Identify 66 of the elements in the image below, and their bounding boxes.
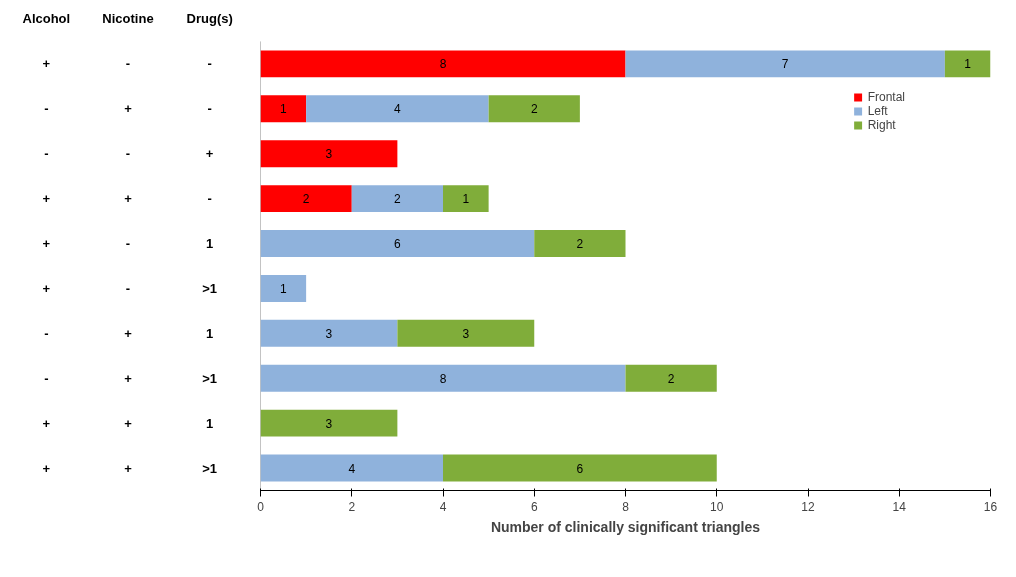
bar [260,185,352,213]
x-tick-label: 16 [983,499,998,514]
bar [351,185,443,213]
data-label: 2 [667,371,675,386]
bar [534,230,626,257]
bar [625,50,945,78]
x-tick-label: 12 [801,499,815,514]
category-label: + + 1 [42,415,214,431]
text: Nicotine [102,11,154,27]
category-label: - + - [44,101,212,117]
category-label: - - + [44,146,214,162]
bar [260,364,626,392]
data-label: 1 [279,102,287,117]
data-label: 3 [325,147,333,162]
bar [260,274,307,302]
data-label: 2 [302,192,310,207]
bar [260,230,535,257]
data-label: 8 [439,371,447,386]
x-axis-title: Number of clinically significant triangles [490,518,761,535]
x-tick-label: 6 [530,499,538,514]
data-label: 6 [394,237,402,252]
bar [443,454,717,482]
category-label: - + 1 [44,325,214,341]
category-label: + - >1 [42,280,218,296]
bar [260,140,398,168]
x-tick-label: 8 [622,499,630,514]
bar [397,319,535,347]
data-label: 1 [964,57,972,72]
text: Alcohol [22,11,71,27]
data-label: 2 [394,192,402,207]
data-label: 4 [394,102,402,117]
bar [944,50,991,78]
x-tick-label: 14 [892,499,907,514]
data-label: 3 [325,416,333,431]
x-tick-label: 0 [257,499,265,514]
bar [260,50,626,78]
data-label: 7 [781,57,789,72]
data-label: 3 [325,326,333,341]
x-tick-label: 4 [439,499,447,514]
data-label: 4 [348,461,356,476]
x-tick-label: 2 [348,499,356,514]
data-label: 2 [576,237,584,252]
bar [260,409,398,437]
category-label: - + >1 [44,370,218,386]
bar [306,95,489,123]
legend-label: Frontal [867,90,905,104]
data-label: 8 [439,57,447,72]
bar [260,95,307,123]
legend-label: Left [867,104,888,118]
bar [625,364,717,392]
data-label: 6 [576,461,584,476]
category-label: + - 1 [42,236,214,252]
category-label: + + >1 [42,460,218,476]
category-label: + + - [42,191,212,207]
data-label: 1 [279,281,287,296]
category-label: + - - [42,56,212,72]
data-label: 2 [530,102,538,117]
data-label: 1 [462,192,470,207]
data-label: 3 [462,326,470,341]
text: Drug(s) [186,11,233,27]
bar [488,95,580,123]
bar [260,454,443,482]
legend-label: Right [867,118,896,132]
x-tick-label: 10 [710,499,724,514]
bar [260,319,398,347]
bar [443,185,489,213]
